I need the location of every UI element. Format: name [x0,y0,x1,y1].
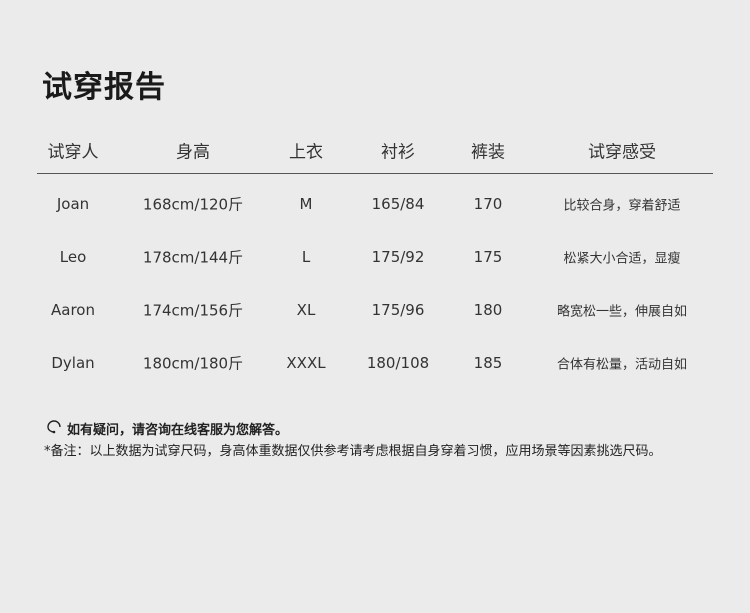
customer-service-icon [45,417,63,439]
tester-name: Aaron [51,301,95,319]
shirt-size: 165/84 [371,195,425,213]
header-divider [37,173,713,174]
header-pants: 裤装 [471,142,505,163]
top-size: M [299,195,313,213]
tester-name: Dylan [51,354,95,372]
shirt-size: 175/92 [371,248,425,266]
shirt-size: 180/108 [366,354,430,372]
header-feedback: 试穿感受 [588,142,656,163]
page-title: 试穿报告 [42,70,166,105]
pants-size: 180 [473,301,503,319]
feedback: 松紧大小合适，显瘦 [563,251,681,267]
pants-size: 170 [473,195,503,213]
feedback: 合体有松量，活动自如 [556,357,688,373]
pants-size: 185 [473,354,503,372]
pants-size: 175 [473,248,503,266]
height-weight: 180cm/180斤 [142,354,244,373]
help-text: 如有疑问，请咨询在线客服为您解答。 [67,422,289,438]
tester-name: Joan [56,195,90,213]
header-tester: 试穿人 [47,142,99,163]
tester-name: Leo [59,248,87,266]
help-note: 如有疑问，请咨询在线客服为您解答。 [45,417,288,439]
header-height: 身高 [176,142,210,163]
header-shirt: 衬衫 [381,142,415,163]
top-size: XXXL [286,354,326,372]
height-weight: 168cm/120斤 [142,195,244,214]
remark-text: *备注：以上数据为试穿尺码，身高体重数据仅供参考请考虑根据自身穿着习惯，应用场景… [44,444,662,459]
feedback: 比较合身，穿着舒适 [563,198,681,214]
height-weight: 178cm/144斤 [142,248,244,267]
shirt-size: 175/96 [371,301,425,319]
top-size: XL [296,301,316,319]
height-weight: 174cm/156斤 [142,301,244,320]
top-size: L [301,248,311,266]
feedback: 略宽松一些，伸展自如 [556,304,688,320]
header-top: 上衣 [289,142,323,163]
